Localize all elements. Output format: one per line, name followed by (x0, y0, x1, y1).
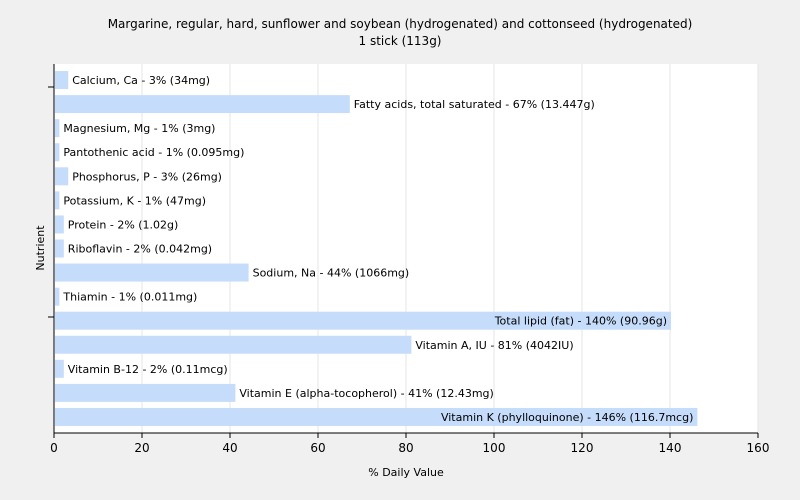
bar (55, 407, 698, 426)
bar-label: Total lipid (fat) - 140% (90.96g) (494, 315, 667, 328)
bar-label: Thiamin - 1% (0.011mg) (62, 291, 197, 304)
bar (55, 263, 249, 282)
bar-label: Potassium, K - 1% (47mg) (63, 194, 206, 207)
bar-label: Magnesium, Mg - 1% (3mg) (63, 122, 215, 135)
axes: 0 20 40 60 80 100 120 140 160 (48, 64, 769, 455)
bar (55, 287, 60, 306)
bar-label: Vitamin B-12 - 2% (0.11mcg) (68, 363, 228, 376)
bar-label: Sodium, Na - 44% (1066mg) (253, 267, 410, 280)
bar (55, 143, 60, 162)
bar-label: Protein - 2% (1.02g) (68, 218, 179, 231)
bar (55, 311, 671, 330)
x-axis-title: % Daily Value (368, 466, 444, 479)
bar (55, 191, 60, 210)
bar (55, 119, 60, 138)
x-tick-label: 140 (659, 441, 682, 455)
bar (55, 359, 64, 378)
bar (55, 383, 236, 402)
x-tick-label: 120 (571, 441, 594, 455)
y-axis-title: Nutrient (34, 225, 47, 271)
bar (55, 239, 64, 258)
x-tick-label: 60 (310, 441, 325, 455)
bar-label: Calcium, Ca - 3% (34mg) (72, 74, 210, 87)
bars: Calcium, Ca - 3% (34mg) Fatty acids, tota… (55, 71, 698, 426)
chart-subtitle: 1 stick (113g) (359, 34, 442, 48)
bar (55, 71, 69, 90)
bar-label: Vitamin E (alpha-tocopherol) - 41% (12.4… (239, 387, 493, 400)
chart-title: Margarine, regular, hard, sunflower and … (108, 17, 693, 31)
bar-label: Fatty acids, total saturated - 67% (13.4… (354, 98, 595, 111)
x-tick-label: 20 (134, 441, 149, 455)
bar (55, 215, 64, 234)
gridlines (53, 64, 759, 433)
bar-label: Phosphorus, P - 3% (26mg) (72, 170, 222, 183)
x-tick-label: 100 (483, 441, 506, 455)
x-tick-label: 160 (747, 441, 770, 455)
bar-label: Riboflavin - 2% (0.042mg) (68, 243, 212, 256)
x-tick-label: 0 (50, 441, 58, 455)
bar (55, 335, 412, 354)
x-tick-label: 40 (222, 441, 237, 455)
bar (55, 167, 69, 186)
bar (55, 95, 350, 114)
bar-label: Pantothenic acid - 1% (0.095mg) (63, 146, 244, 159)
x-tick-label: 80 (398, 441, 413, 455)
bar-label: Vitamin K (phylloquinone) - 146% (116.7m… (441, 411, 693, 424)
bar-label: Vitamin A, IU - 81% (4042IU) (415, 339, 573, 352)
